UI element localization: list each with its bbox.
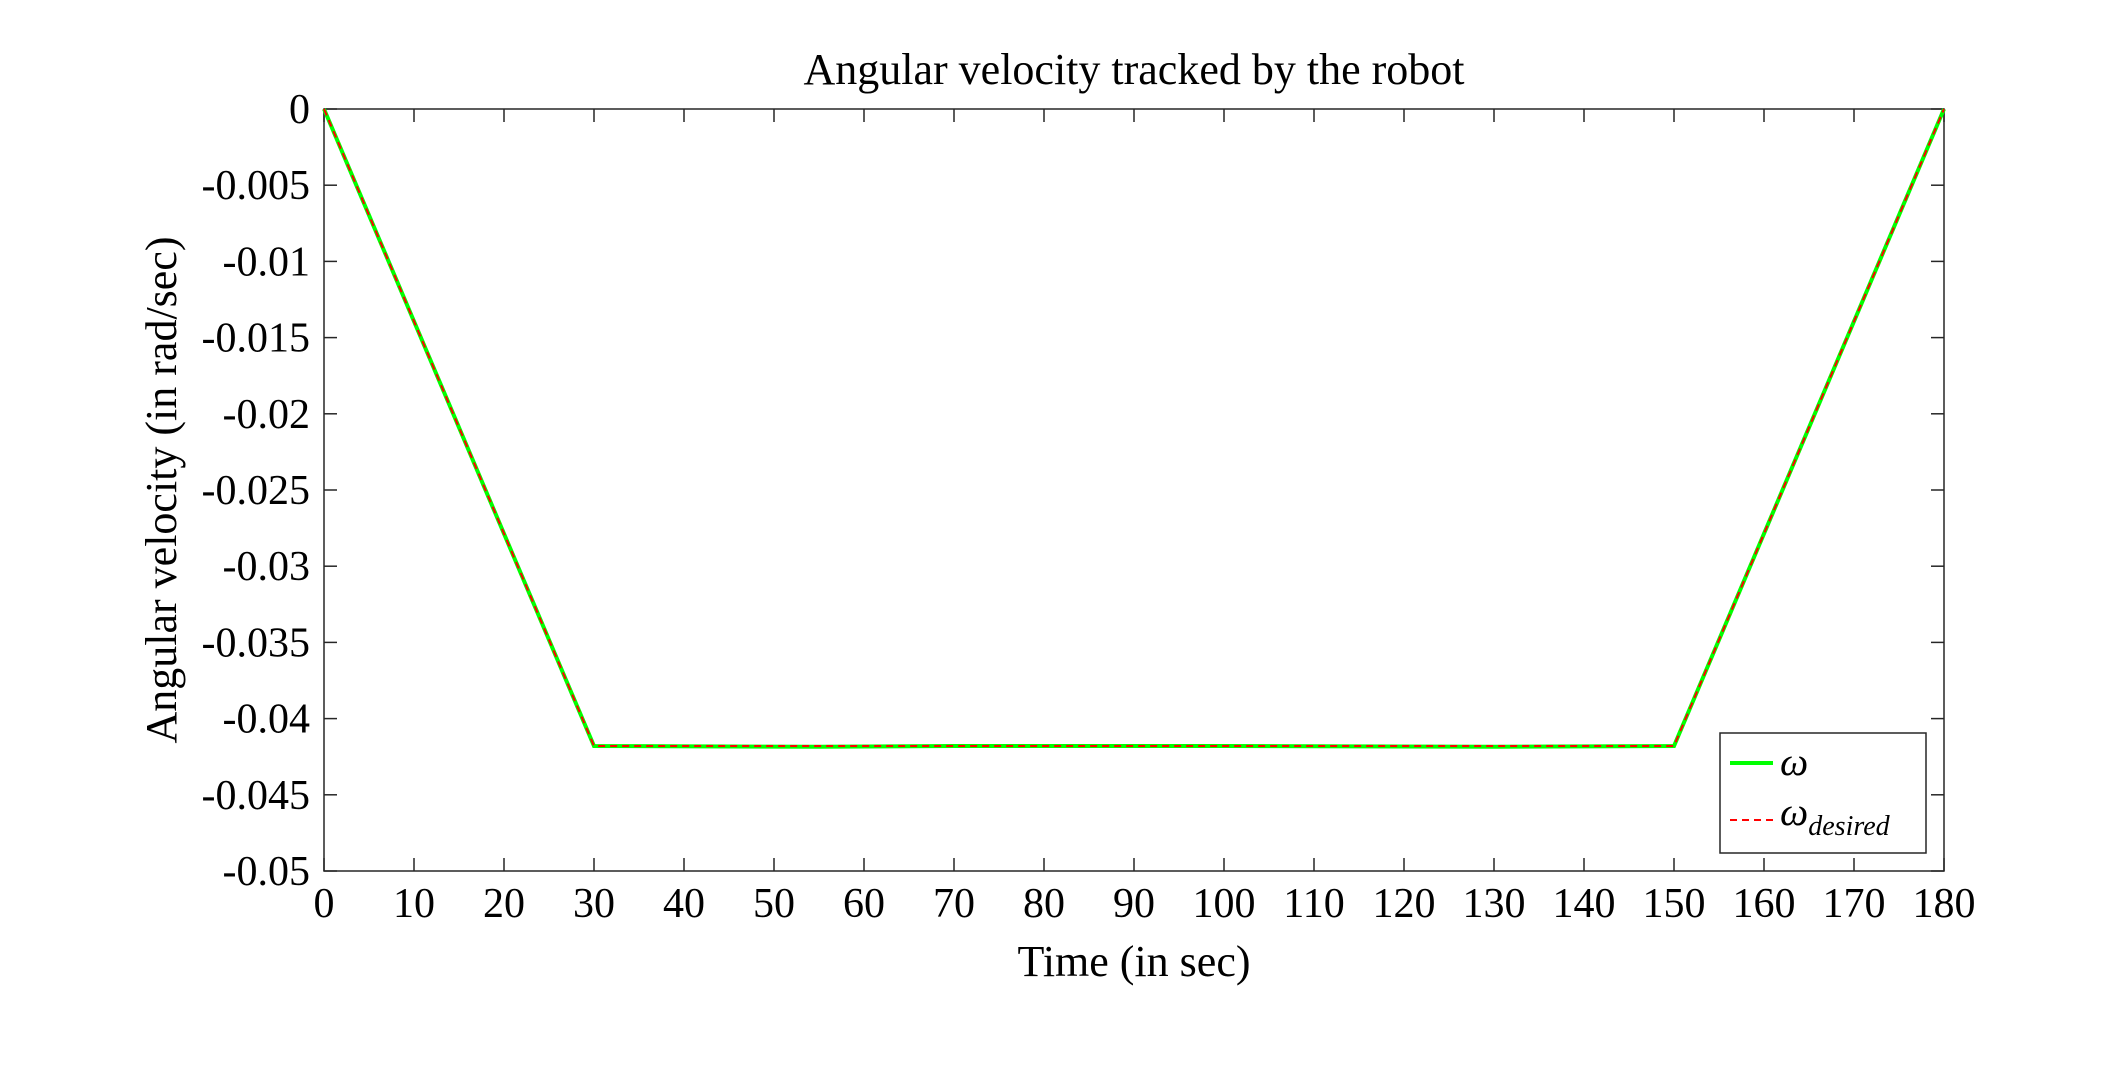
series-layer (322, 108, 1946, 749)
x-tick-label: 180 (1913, 881, 1976, 927)
x-tick-label: 130 (1463, 881, 1526, 927)
x-tick-label: 10 (393, 881, 435, 927)
x-tick-label: 160 (1733, 881, 1796, 927)
x-tick-label: 20 (483, 881, 525, 927)
legend-label-omega-desired-subscript: desired (1808, 811, 1890, 842)
x-tick-label: 80 (1023, 881, 1065, 927)
legend-label-omega: ω (1780, 739, 1808, 784)
x-tick-label: 50 (753, 881, 795, 927)
x-tick-label: 120 (1373, 881, 1436, 927)
y-tick-label: 0 (289, 87, 310, 133)
x-tick-label: 110 (1283, 881, 1344, 927)
x-tick-label: 0 (314, 881, 335, 927)
x-tick-label: 140 (1553, 881, 1616, 927)
legend-label-omega-desired-base: ω (1780, 789, 1808, 834)
y-tick-label: -0.01 (223, 239, 311, 285)
axes-box (323, 108, 1945, 872)
legend-label-omega-desired: ωdesired (1780, 789, 1891, 842)
x-tick-label: 60 (843, 881, 885, 927)
y-tick-label: -0.025 (202, 468, 311, 514)
x-axis-label: Time (in sec) (1017, 937, 1250, 986)
y-axis-label: Angular velocity (in rad/sec) (137, 236, 186, 743)
x-tick-label: 100 (1193, 881, 1256, 927)
x-tick-label: 170 (1823, 881, 1886, 927)
x-tick-label: 70 (933, 881, 975, 927)
chart-title: Angular velocity tracked by the robot (803, 45, 1464, 94)
x-tick-label: 150 (1643, 881, 1706, 927)
plot-area (323, 108, 1945, 872)
y-tick-label: -0.045 (202, 773, 311, 819)
legend-box (1719, 732, 1927, 854)
series-line-omega-desired (323, 108, 1945, 747)
y-tick-label: -0.02 (223, 392, 311, 438)
y-tick-label: -0.005 (202, 163, 311, 209)
y-tick-label: -0.03 (223, 544, 311, 590)
x-axis-ticks: 0 10 20 30 40 50 60 70 80 90 100 110 120 130 140 150 160… (314, 109, 1976, 927)
x-tick-label: 30 (573, 881, 615, 927)
legend: ω ωdesired (1719, 732, 1927, 854)
y-tick-label: -0.035 (202, 620, 311, 666)
x-tick-label: 40 (663, 881, 705, 927)
y-tick-label: -0.04 (223, 697, 311, 743)
y-tick-label: -0.05 (223, 849, 311, 895)
y-tick-label: -0.015 (202, 316, 311, 362)
y-axis-ticks: 0 -0.005 -0.01 -0.015 -0.02 -0.025 -0.03 -0.035… (202, 87, 1944, 895)
x-tick-label: 90 (1113, 881, 1155, 927)
